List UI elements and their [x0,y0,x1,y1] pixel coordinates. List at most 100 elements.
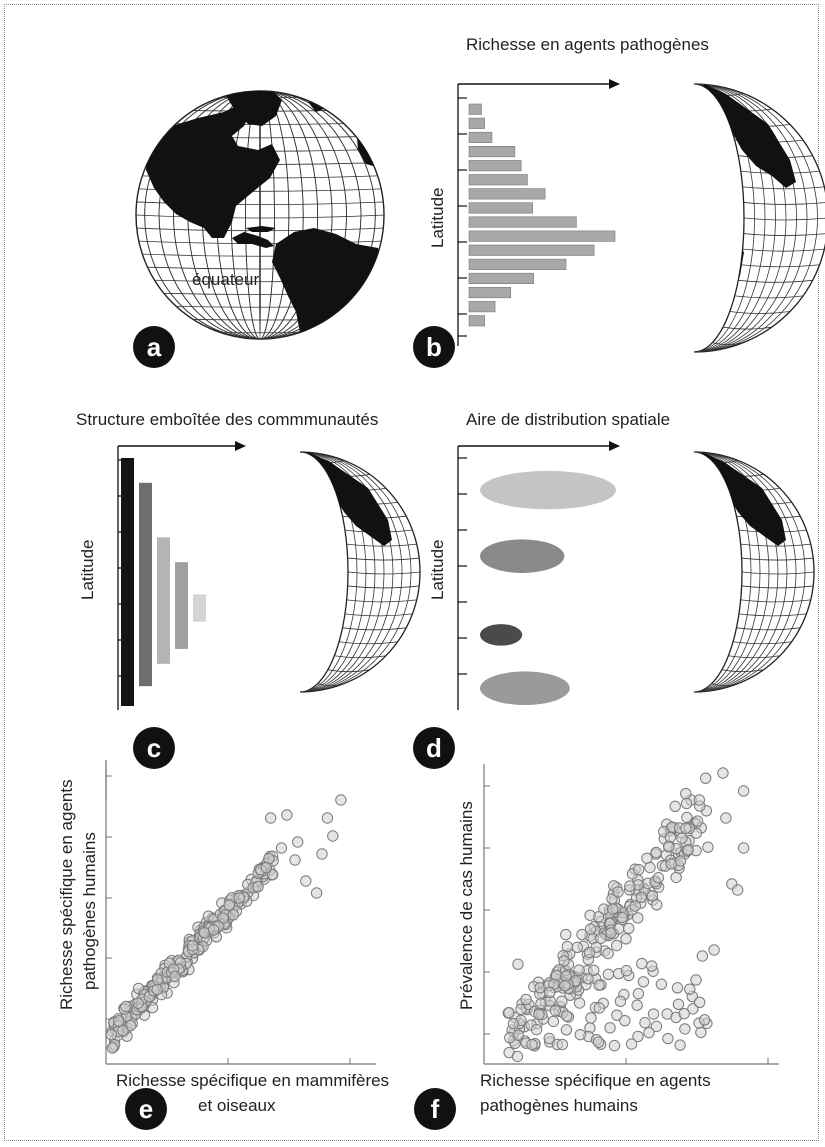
meridian-line [694,452,797,692]
scatter-point [632,1030,644,1043]
scatter-point [602,968,615,981]
scatter-point [556,1038,569,1051]
panel-d-y-ticks [458,457,467,675]
scatter-point [511,1050,524,1063]
meridian-line [694,84,797,352]
scatter-point [614,995,627,1008]
scatter-point [720,812,732,824]
bar [468,202,533,214]
parallel-line [743,217,825,221]
parallel-line [711,683,739,687]
scatter-point [604,1022,616,1034]
scatter-point [737,842,750,854]
panel-e-xlabel-line1: Richesse spécifique en mammifères [116,1071,389,1090]
parallel-line [741,585,814,589]
badge-f-label: f [431,1094,440,1124]
scatter-point [292,836,304,848]
meridian-line [144,91,376,339]
scatter-point [636,957,648,970]
scatter-point [117,1024,129,1037]
bar [468,216,577,228]
meridian-line [694,84,787,352]
meridian-line [245,91,275,339]
figure-frame [4,4,819,1141]
scatter-point [737,785,750,797]
meridian-line [300,452,394,692]
badge-e: e [125,1088,167,1130]
parallel-line [741,571,814,575]
scatter-point [650,846,662,859]
panel-c-ylabel: Latitude [78,540,97,601]
meridian-line [694,84,808,352]
panel-f-axes [483,764,779,1065]
scatter-point [693,996,706,1009]
panel-f: Prévalence de cas humains Richesse spéci… [457,764,779,1115]
bar [468,244,595,256]
scatter-point [620,965,633,977]
scatter-point [699,772,712,784]
scatter-point [680,822,692,834]
parallel-line [722,326,772,330]
scatter-point [327,830,339,842]
scatter-point [169,970,181,983]
scatter-point [558,955,570,967]
parallel-line [344,613,413,617]
nested-bar [157,537,170,664]
parallel-line [741,557,814,561]
parallel-line [728,655,781,659]
scatter-point [676,832,688,844]
parallel-line [729,311,791,314]
scatter-point [608,1039,621,1052]
scatter-point [186,940,199,952]
scatter-point [669,800,681,813]
scatter-point [624,880,636,892]
scatter-point [582,973,594,985]
panel-c-half-globe [299,451,421,693]
bar [468,117,485,129]
panel-e-axes [105,764,376,1065]
parallel-line [338,641,398,645]
south-america-shape [272,228,382,339]
parallel-line [742,186,825,190]
scatter-point [680,787,692,800]
scatter-point [611,1009,623,1021]
panel-e-points [105,794,347,1054]
bar [468,315,485,327]
scatter-point [120,1000,132,1013]
scatter-point [652,872,665,884]
panel-b-half-globe [693,83,825,353]
scatter-point [619,1014,631,1027]
scatter-point [691,815,704,827]
meridian-line [694,452,806,692]
scatter-point [588,964,600,977]
parallel-line [712,342,744,346]
parallel-line [732,641,792,645]
scatter-point [674,1039,686,1051]
scatter-point [549,1004,562,1017]
meridian-line [258,91,261,339]
scatter-point [682,844,694,856]
parallel-line [743,202,825,205]
parallel-line [738,279,813,283]
scatter-point [106,1042,119,1054]
scatter-point [573,964,585,976]
meridian-line [694,452,779,692]
scatter-point [584,909,596,921]
parallel-line [347,571,420,575]
north-island-shape [694,454,698,468]
scatter-point [696,950,708,962]
north-landmass-shape [702,452,786,546]
scatter-point [310,887,323,899]
scatter-point [679,1023,691,1035]
scatter-point [560,928,572,941]
panel-d: Aire de distribution spatiale Latitude [428,410,815,710]
scatter-point [647,1008,660,1020]
scatter-point [233,892,245,904]
panel-c-x-arrow [235,441,246,451]
scatter-point [584,923,597,935]
meridian-line [173,91,347,339]
scatter-point [300,875,312,887]
parallel-line [347,557,420,561]
panel-e-xlabel-line2: et oiseaux [198,1096,276,1115]
scatter-point [571,941,584,954]
